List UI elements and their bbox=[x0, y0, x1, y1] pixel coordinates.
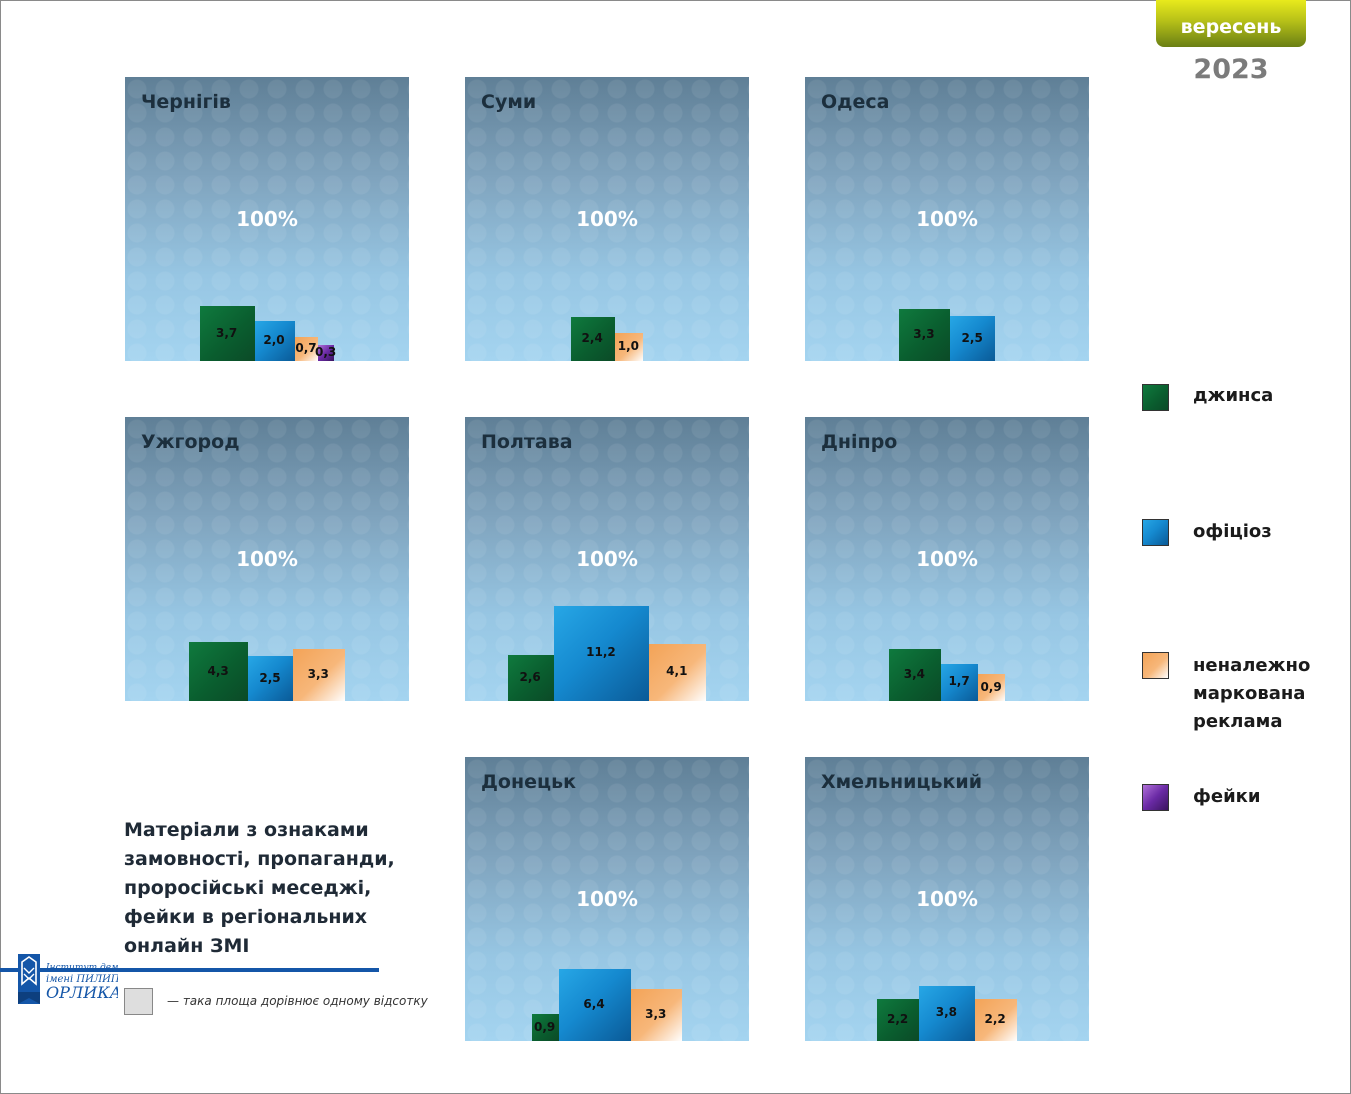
panel-title: Полтава bbox=[481, 431, 573, 453]
bar-jeans bbox=[877, 998, 920, 1041]
legend-label-jeans: джинса bbox=[1193, 385, 1274, 406]
logo-line: імені ПИЛИПА bbox=[46, 974, 118, 985]
legend-swatch-fakes bbox=[1142, 784, 1169, 811]
bar-jeans bbox=[898, 309, 951, 361]
bar-label-official: 6,4 bbox=[583, 997, 605, 1012]
bar-ads bbox=[294, 337, 319, 361]
bar-label-ads: 2,2 bbox=[984, 1011, 1006, 1026]
bar-jeans bbox=[570, 317, 615, 361]
legend-label-ads: неналежно маркована реклама bbox=[1193, 652, 1310, 736]
bar-label-jeans: 3,4 bbox=[903, 666, 926, 681]
bar-label-ads: 3,3 bbox=[645, 1007, 667, 1022]
bar-label-jeans: 3,3 bbox=[913, 327, 935, 342]
panel-title: Одеса bbox=[821, 91, 890, 113]
logo-line: Інститут демократії bbox=[45, 963, 118, 973]
bar-label-fakes: 0,3 bbox=[315, 345, 337, 360]
bar-label-ads: 4,1 bbox=[666, 664, 688, 679]
scale-note: — така площа дорівнює одному відсотку bbox=[167, 994, 428, 1008]
bar-label-official: 11,2 bbox=[586, 645, 616, 660]
bar-label-jeans: 2,4 bbox=[581, 331, 603, 345]
bar-jeans bbox=[189, 642, 249, 701]
legend-label-official: офіціоз bbox=[1193, 521, 1272, 542]
month-badge: вересень bbox=[1156, 0, 1306, 47]
panel-title: Донецьк bbox=[481, 771, 576, 793]
bar-jeans bbox=[888, 648, 942, 701]
panel-4: Ужгород 100% 4,3 2,5 3,3 bbox=[125, 417, 409, 701]
bar-label-ads: 3,3 bbox=[307, 667, 329, 682]
bar-label-ads: 1,0 bbox=[617, 338, 639, 353]
legend-label-ads-line: маркована bbox=[1193, 683, 1306, 704]
legend-swatch-jeans bbox=[1142, 384, 1169, 411]
description-line: фейки в регіональних bbox=[124, 906, 368, 928]
panel-total-label: 100% bbox=[236, 547, 298, 571]
panel-3: Одеса 100% 3,3 2,5 bbox=[805, 77, 1089, 361]
bar-ads bbox=[630, 989, 683, 1041]
description-text: Матеріали з ознаками замовності, пропага… bbox=[124, 816, 404, 961]
panel-total-label: 100% bbox=[916, 887, 978, 911]
legend-label-fakes: фейки bbox=[1193, 786, 1261, 807]
bar-label-jeans: 0,9 bbox=[534, 1019, 556, 1034]
bar-label-official: 3,8 bbox=[935, 1005, 958, 1020]
bar-label-jeans: 4,3 bbox=[207, 663, 229, 678]
bar-jeans bbox=[199, 306, 255, 361]
panel-title: Хмельницький bbox=[821, 771, 983, 793]
panel-8: Хмельницький 100% 2,2 3,8 2,2 bbox=[805, 757, 1089, 1041]
bar-label-jeans: 3,7 bbox=[216, 325, 238, 340]
panel-total-label: 100% bbox=[576, 887, 638, 911]
bar-ads bbox=[293, 649, 345, 701]
institute-logo: Інститут демократії імені ПИЛИПА ОРЛИКА bbox=[18, 954, 118, 1004]
bar-ads bbox=[978, 674, 1006, 701]
panel-5: Полтава 100% 2,6 11,2 4,1 bbox=[465, 417, 749, 701]
bar-official bbox=[941, 663, 979, 701]
description-line: проросійські меседжі, bbox=[124, 877, 372, 899]
bar-label-ads: 0,9 bbox=[980, 679, 1002, 694]
bar-official bbox=[919, 985, 975, 1041]
panel-total-label: 100% bbox=[916, 207, 978, 231]
panel-7: Донецьк 100% 0,9 6,4 3,3 bbox=[465, 757, 749, 1041]
panel-title: Ужгород bbox=[141, 431, 240, 453]
logo-line: ОРЛИКА bbox=[46, 983, 118, 1002]
legend-swatch-ads bbox=[1142, 652, 1169, 679]
description-line: замовності, пропаганди, bbox=[124, 848, 395, 870]
bar-official bbox=[558, 969, 631, 1041]
legend-swatch-official bbox=[1142, 519, 1169, 546]
bar-official bbox=[248, 656, 294, 701]
bar-label-official: 2,5 bbox=[259, 670, 281, 685]
panel-title: Суми bbox=[481, 91, 537, 113]
bar-label-jeans: 2,2 bbox=[887, 1011, 909, 1026]
bar-jeans bbox=[507, 655, 554, 701]
bar-label-official: 2,5 bbox=[961, 330, 983, 345]
panel-title: Чернігів bbox=[141, 91, 231, 113]
bar-ads bbox=[614, 332, 644, 361]
bar-label-jeans: 2,6 bbox=[519, 670, 541, 685]
scale-square bbox=[124, 988, 153, 1015]
panel-total-label: 100% bbox=[576, 547, 638, 571]
bar-jeans bbox=[531, 1014, 559, 1041]
description-line: Матеріали з ознаками bbox=[124, 819, 369, 841]
panel-total-label: 100% bbox=[236, 207, 298, 231]
description-line: онлайн ЗМІ bbox=[124, 935, 250, 957]
divider-line bbox=[0, 968, 379, 972]
panel-1: Чернігів 100% 3,7 2,0 0,7 0,3 bbox=[125, 77, 409, 361]
legend-label-ads-line: неналежно bbox=[1193, 655, 1311, 676]
bar-official bbox=[553, 605, 649, 701]
bar-official bbox=[254, 320, 295, 361]
panel-2: Суми 100% 2,4 1,0 bbox=[465, 77, 749, 361]
bar-label-official: 2,0 bbox=[263, 332, 285, 347]
legend-label-ads-line: реклама bbox=[1193, 711, 1283, 732]
bar-ads bbox=[974, 998, 1017, 1041]
year-label: 2023 bbox=[1193, 54, 1269, 85]
bar-ads bbox=[648, 643, 707, 701]
bar-fakes bbox=[318, 345, 335, 361]
bar-label-official: 1,7 bbox=[948, 674, 970, 689]
bar-label-ads: 0,7 bbox=[295, 341, 317, 356]
panel-6: Дніпро 100% 3,4 1,7 0,9 bbox=[805, 417, 1089, 701]
bar-official bbox=[950, 316, 996, 361]
panel-title: Дніпро bbox=[821, 431, 898, 453]
panel-total-label: 100% bbox=[576, 207, 638, 231]
panel-total-label: 100% bbox=[916, 547, 978, 571]
